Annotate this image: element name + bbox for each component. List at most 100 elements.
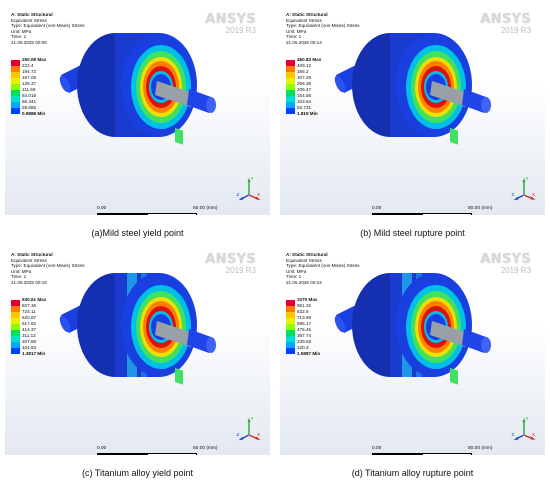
legend-max: 930.61 Max [22, 297, 47, 302]
result-type: Type: Equivalent (von-Mises) Stress [286, 263, 360, 269]
legend-swatch [286, 102, 295, 108]
legend-swatch [11, 60, 20, 66]
ansys-version: 2019 R3 [500, 26, 531, 35]
panel-caption-d: (d) Titanium alloy rupture point [351, 468, 474, 478]
stress-contour-model[interactable] [55, 23, 225, 163]
legend-value: 409.12 [297, 63, 312, 68]
legend-value: 620.87 [22, 315, 37, 320]
legend-swatch [286, 72, 295, 78]
legend-min: 1.5887 Min [297, 351, 321, 356]
result-header: A: Static Structural Equivalent Stress T… [286, 12, 360, 46]
stress-contour-model[interactable] [330, 263, 500, 403]
legend-value: 84.018 [22, 93, 37, 98]
legend-swatch [286, 60, 295, 66]
ansys-result-panel-b: A: Static Structural Equivalent Stress T… [280, 5, 545, 215]
triad-z-label: Z [237, 192, 240, 197]
legend-value: 358.2 [297, 69, 309, 74]
legend-swatch [11, 336, 20, 342]
legend-value: 832.6 [297, 309, 309, 314]
ansys-result-panel-a: A: Static Structural Equivalent Stress T… [5, 5, 270, 215]
axis-triad-icon[interactable]: Y X Z [236, 175, 262, 203]
legend-max: 250.08 Max [22, 57, 47, 62]
legend-value: 724.11 [22, 309, 36, 314]
ansys-logo: ANSYS 2019 R3 [205, 13, 256, 35]
legend-swatch [286, 300, 295, 306]
legend-swatch [11, 348, 20, 354]
ansys-logo-text: ANSYS [480, 252, 531, 267]
ansys-version: 2019 R3 [500, 266, 531, 275]
result-date: 21.05.2025 00:18 [11, 279, 47, 285]
legend-value: 56.341 [22, 99, 37, 104]
result-time: Time: 1 [11, 34, 27, 40]
legend-min: 1.819 Min [297, 111, 318, 116]
result-time: Time: 1 [286, 34, 302, 40]
ansys-version: 2019 R3 [225, 26, 256, 35]
result-name: Equivalent Stress [286, 17, 322, 23]
triad-x-label: X [257, 192, 260, 197]
legend-value: 307.29 [297, 75, 312, 80]
result-date: 21.05.2025 00:22 [286, 279, 322, 285]
legend-value: 154.56 [297, 93, 312, 98]
stress-contour-model[interactable] [55, 263, 225, 403]
legend-value: 167.05 [22, 75, 37, 80]
result-header: A: Static Structural Equivalent Stress T… [11, 252, 85, 286]
analysis-title: A: Static Structural [11, 252, 53, 257]
result-header: A: Static Structural Equivalent Stress T… [286, 252, 360, 286]
legend-swatch [286, 78, 295, 84]
scale-bar-graphic [97, 453, 197, 455]
legend-min: 0.9888 Min [22, 111, 46, 116]
panel-caption-c: (c) Titanium alloy yield point [81, 468, 194, 478]
legend-value: 104.63 [22, 345, 37, 350]
legend-value: 311.12 [22, 333, 36, 338]
result-header: A: Static Structural Equivalent Stress T… [11, 12, 85, 46]
legend-value: 205.47 [297, 87, 312, 92]
legend-swatch [11, 318, 20, 324]
ansys-logo-text: ANSYS [480, 12, 531, 27]
scale-start: 0.00 [372, 446, 382, 451]
legend-swatch [11, 72, 20, 78]
ansys-logo-text: ANSYS [205, 252, 256, 267]
axis-triad-icon[interactable]: Y X Z [511, 175, 537, 203]
triad-z-label: Z [512, 432, 515, 437]
axis-triad-icon[interactable]: Y X Z [236, 415, 262, 443]
stress-contour-model[interactable] [330, 23, 500, 163]
legend-value: 517.62 [22, 321, 37, 326]
triad-y-label: Y [251, 416, 254, 421]
triad-z-label: Z [237, 432, 240, 437]
scale-start: 0.00 [97, 206, 107, 211]
legend-swatch [286, 84, 295, 90]
legend-swatch [11, 102, 20, 108]
result-date: 21.05.2025 00:14 [286, 39, 322, 45]
triad-x-label: X [532, 432, 535, 437]
legend-value: 103.64 [297, 99, 312, 104]
legend-swatch [286, 90, 295, 96]
legend-min: 1.3817 Min [22, 351, 46, 356]
panel-caption-a: (a)Mild steel yield point [91, 228, 184, 238]
legend-value: 476.45 [297, 327, 312, 332]
legend-swatch [11, 306, 20, 312]
legend-swatch [11, 66, 20, 72]
legend-value: 827.36 [22, 303, 37, 308]
triad-x-label: X [257, 432, 260, 437]
legend-value: 28.665 [22, 105, 37, 110]
legend-value: 357.74 [297, 333, 312, 338]
scale-end: 80.00 (mm) [468, 446, 493, 451]
axis-triad-icon[interactable]: Y X Z [511, 415, 537, 443]
legend-swatch [286, 336, 295, 342]
result-time: Time: 1 [11, 274, 27, 280]
ansys-logo: ANSYS 2019 R3 [480, 253, 531, 275]
legend-swatch [286, 306, 295, 312]
legend-swatch [286, 66, 295, 72]
triad-y-label: Y [526, 176, 529, 181]
scale-bar-graphic [372, 213, 472, 215]
analysis-title: A: Static Structural [286, 252, 328, 257]
legend-value: 120.3 [297, 345, 309, 350]
analysis-title: A: Static Structural [286, 12, 328, 17]
ansys-version: 2019 R3 [225, 266, 256, 275]
legend-value: 713.88 [297, 315, 312, 320]
legend-swatch [11, 342, 20, 348]
legend-value: 52.731 [297, 105, 312, 110]
ansys-result-panel-d: A: Static Structural Equivalent Stress T… [280, 245, 545, 455]
legend-value: 951.32 [297, 303, 312, 308]
scale-end: 80.00 (mm) [193, 206, 218, 211]
